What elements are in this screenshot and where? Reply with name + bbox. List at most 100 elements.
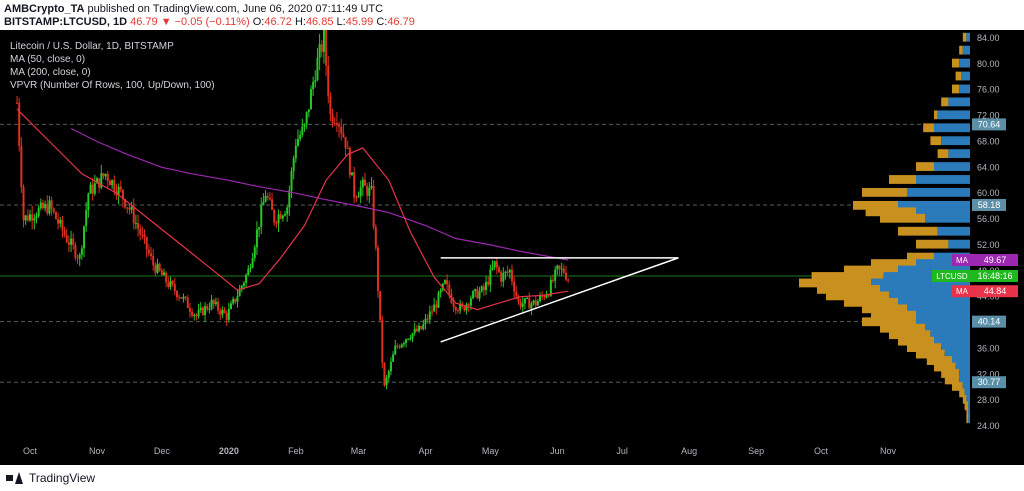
vpvr-down-bar (937, 149, 949, 159)
candle-body (493, 261, 496, 268)
candle-body (478, 291, 481, 299)
candle-body (327, 65, 330, 97)
candle-body (238, 288, 241, 297)
candle-body (96, 178, 98, 184)
candle-body (20, 145, 23, 188)
legend-ma50[interactable]: MA (50, close, 0) (10, 54, 86, 65)
candle-body (152, 255, 155, 266)
candle-body (381, 320, 384, 363)
candle-body (387, 371, 390, 378)
tradingview-logo[interactable]: TradingView (6, 471, 95, 485)
y-tick-label: 60.00 (977, 188, 1000, 198)
candle-body (240, 285, 243, 289)
chart-area[interactable]: 84.00 80.00 76.00 72.00 68.00 64.00 60.00 56.00… (0, 30, 1024, 465)
author-name[interactable]: AMBCrypto_TA (4, 3, 85, 15)
price-tag-label: LTCUSD (936, 272, 968, 281)
candle-body (44, 203, 47, 209)
y-tick-label: 64.00 (977, 162, 1000, 172)
open-label: O: (252, 16, 265, 28)
candle-body (549, 279, 552, 296)
close-value: 46.79 (387, 16, 415, 28)
vpvr-down-bar (952, 58, 960, 68)
candle-body (195, 314, 198, 317)
candle-body (236, 296, 239, 302)
vpvr-down-bar (916, 239, 949, 249)
candle-body (156, 263, 159, 273)
candle-body (385, 377, 388, 386)
price-tag-label: MA (956, 256, 969, 265)
vpvr-down-bar (916, 162, 934, 171)
candle-body (242, 282, 245, 286)
price-tag-value: 16:48:16 (977, 271, 1012, 281)
price-tag-bg (972, 118, 1006, 131)
vpvr-up-bar (898, 297, 970, 307)
support-trendline (440, 257, 679, 343)
candle-body (383, 362, 386, 386)
vpvr-up-bar (948, 97, 970, 107)
candle-body (489, 269, 492, 285)
candle-body (301, 126, 304, 136)
price-change: ▼ −0.05 (−0.11%) (160, 16, 250, 28)
candle-body (318, 44, 321, 59)
vpvr-up-bar (937, 226, 970, 236)
x-tick-label: 2020 (219, 446, 239, 456)
candle-body (141, 234, 144, 236)
candle-body (268, 197, 271, 200)
candle-body (407, 338, 410, 340)
vpvr-down-bar (907, 252, 934, 262)
candle-body (50, 200, 53, 209)
candle-body (119, 186, 122, 190)
candle-body (230, 303, 232, 310)
vpvr-up-bar (925, 213, 970, 223)
legend-vpvr[interactable]: VPVR (Number Of Rows, 100, Up/Down, 100) (10, 80, 215, 91)
price-tag-bg (972, 285, 1018, 298)
price-tag-bg (972, 198, 1006, 211)
candle-body (221, 309, 224, 315)
candle-body (526, 297, 529, 299)
vpvr-down-bar (898, 226, 938, 236)
candle-body (463, 306, 466, 311)
candle-body (435, 304, 438, 308)
price-tag-value: 70.64 (978, 119, 1001, 129)
candle-body (91, 184, 94, 194)
candle-body (560, 268, 563, 270)
tradingview-logo-icon (6, 472, 24, 484)
candle-body (253, 247, 256, 258)
candle-body (171, 281, 174, 285)
candle-body (498, 267, 500, 273)
candle-body (260, 205, 263, 228)
x-tick-label: Nov (880, 446, 897, 456)
candle-body (351, 172, 354, 176)
candle-body (491, 267, 494, 270)
candle-body (186, 297, 189, 309)
candle-body (106, 173, 109, 181)
candle-body (474, 289, 477, 292)
candle-body (31, 214, 34, 221)
vpvr-down-bar (966, 407, 969, 417)
candle-body (204, 306, 207, 316)
price-tag-value: 58.18 (978, 200, 1001, 210)
candle-body (206, 306, 209, 310)
y-tick-label: 52.00 (977, 240, 1000, 250)
candle-body (258, 227, 261, 230)
vpvr-down-bar (952, 382, 963, 391)
symbol-label: BITSTAMP:LTCUSD, 1D (4, 16, 128, 28)
candle-body (182, 296, 185, 299)
candle-body (312, 82, 315, 90)
vpvr-down-bar (889, 175, 916, 184)
candle-body (227, 309, 230, 320)
candle-body (150, 253, 153, 256)
vpvr-down-bar (962, 32, 967, 42)
candle-body (476, 289, 479, 299)
candle-body (83, 226, 86, 249)
y-tick-label: 24.00 (977, 421, 1000, 431)
legend-ma200[interactable]: MA (200, close, 0) (10, 67, 91, 78)
candle-body (556, 265, 559, 270)
price-tag-value: 40.14 (978, 317, 1001, 327)
candle-body (431, 311, 433, 313)
vpvr-down-bar (799, 278, 871, 288)
price-chart[interactable]: 84.00 80.00 76.00 72.00 68.00 64.00 60.00 56.00… (0, 30, 1024, 465)
candle-body (223, 309, 226, 314)
vpvr-up-bar (916, 317, 970, 327)
candle-body (18, 102, 21, 146)
